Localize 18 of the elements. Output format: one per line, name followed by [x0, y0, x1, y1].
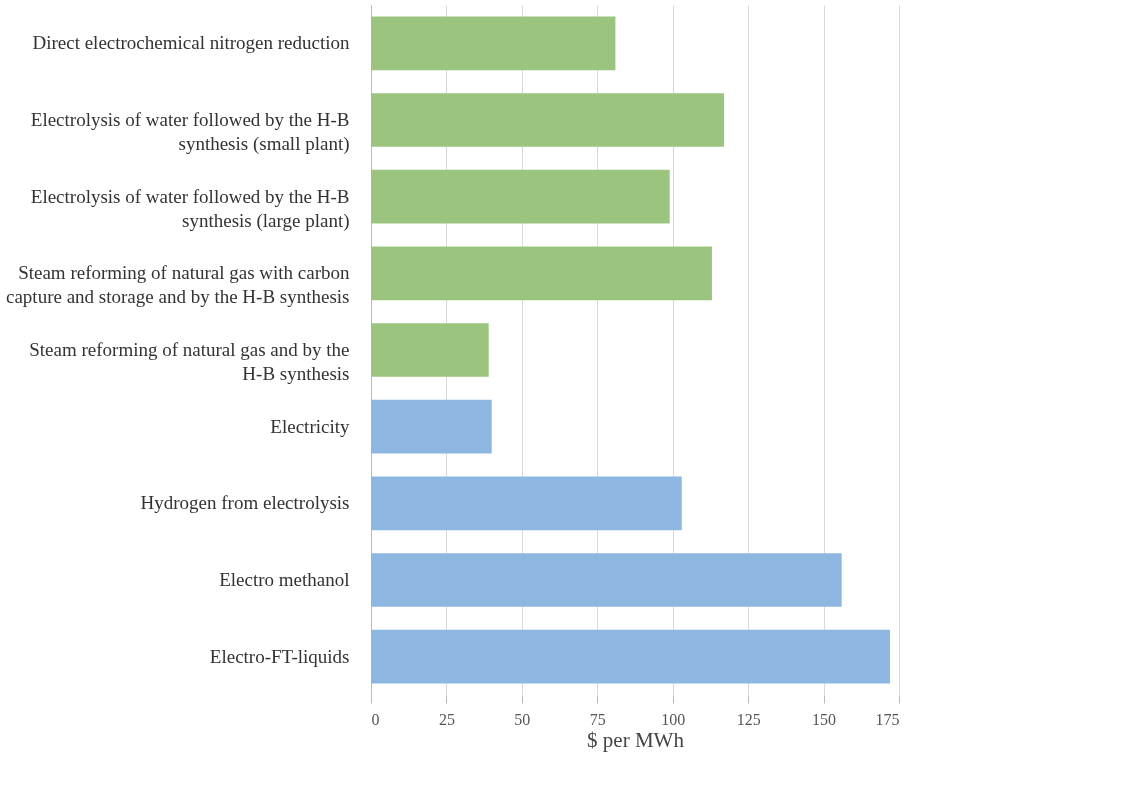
y-tick-label: Steam reforming of natural gas with carbon capture and storage and by the H-B synthesis: [6, 262, 350, 308]
x-axis-title: $ per MWh: [587, 727, 685, 752]
y-tick-label: Steam reforming of natural gas and by the H-B synthesis: [29, 339, 350, 384]
y-tick-label: Electrolysis of water followed by the H-B synthesis (large plant): [30, 185, 350, 232]
y-tick-label: Electro methanol: [219, 569, 350, 590]
y-tick-label: Electricity: [270, 415, 350, 437]
x-tick-label: 0: [371, 710, 380, 728]
x-tick-label: 175: [875, 710, 900, 728]
y-tick-label: Hydrogen from electrolysis: [140, 492, 350, 514]
x-tick-label: 75: [589, 710, 606, 728]
y-tick-label: Electro-FT-liquids: [209, 645, 350, 667]
x-tick-label: 50: [514, 710, 531, 728]
y-tick-label: Direct electrochemical nitrogen reduction: [32, 32, 350, 54]
y-tick-label: Electrolysis of water followed by the H-B synthesis (small plant): [30, 109, 350, 155]
x-tick-label: 25: [438, 710, 455, 728]
x-tick-label: 125: [736, 710, 761, 728]
x-tick-label: 150: [812, 710, 837, 728]
x-tick-label: 100: [661, 710, 686, 728]
